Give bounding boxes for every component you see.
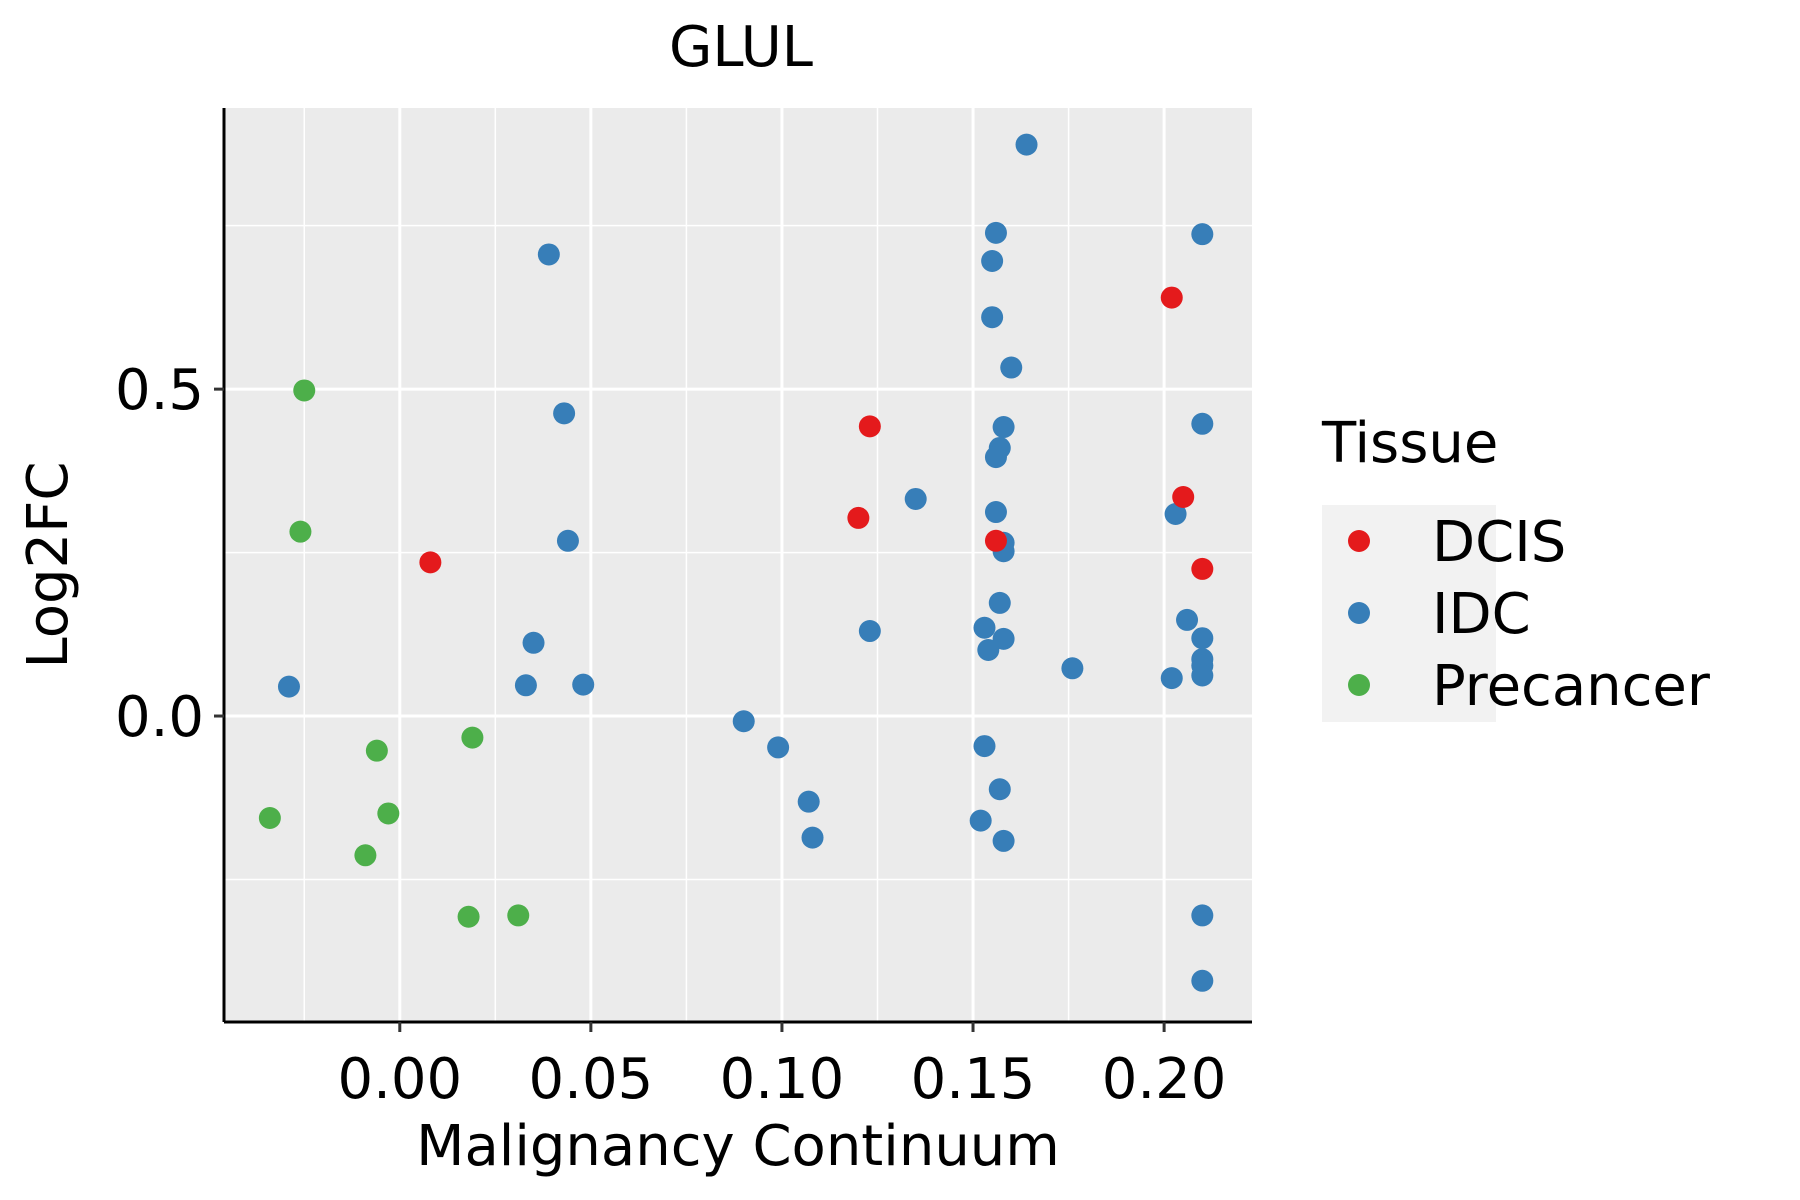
legend-label-precancer: Precancer bbox=[1432, 654, 1711, 719]
y-tick-label: 0.0 bbox=[115, 685, 204, 750]
data-point-idc bbox=[277, 675, 300, 698]
data-point-precancer bbox=[461, 726, 484, 749]
data-point-idc bbox=[572, 673, 595, 696]
data-point-idc bbox=[514, 674, 537, 697]
legend-key-idc bbox=[1348, 602, 1370, 624]
y-axis-title: Log2FC bbox=[16, 462, 81, 669]
y-tick-label: 0.5 bbox=[115, 358, 204, 423]
data-point-idc bbox=[981, 249, 1004, 272]
x-axis-title: Malignancy Continuum bbox=[416, 1114, 1060, 1179]
data-point-dcis bbox=[1191, 557, 1214, 580]
data-point-precancer bbox=[354, 844, 377, 867]
legend-label-dcis: DCIS bbox=[1432, 510, 1566, 575]
data-point-idc bbox=[992, 416, 1015, 439]
data-point-idc bbox=[858, 620, 881, 643]
data-point-precancer bbox=[365, 739, 388, 762]
data-point-idc bbox=[1176, 608, 1199, 631]
data-point-dcis bbox=[858, 415, 881, 438]
legend: Tissue DCIS IDC Precancer bbox=[1321, 411, 1711, 722]
data-point-idc bbox=[1191, 664, 1214, 687]
data-point-precancer bbox=[293, 379, 316, 402]
data-point-dcis bbox=[1172, 486, 1195, 509]
legend-key-dcis bbox=[1348, 530, 1370, 552]
data-point-idc bbox=[1191, 412, 1214, 435]
data-point-precancer bbox=[258, 807, 281, 830]
data-point-idc bbox=[904, 487, 927, 510]
data-point-idc bbox=[537, 243, 560, 266]
y-axis-ticks: 0.0 0.5 bbox=[115, 358, 224, 750]
legend-key-precancer bbox=[1348, 674, 1370, 696]
data-point-dcis bbox=[847, 506, 870, 529]
data-point-idc bbox=[1191, 904, 1214, 927]
data-point-idc bbox=[992, 829, 1015, 852]
data-point-idc bbox=[1191, 627, 1214, 650]
data-point-idc bbox=[984, 446, 1007, 469]
data-point-idc bbox=[556, 529, 579, 552]
data-point-idc bbox=[1191, 969, 1214, 992]
data-point-idc bbox=[973, 735, 996, 758]
data-point-idc bbox=[988, 778, 1011, 801]
data-point-idc bbox=[797, 790, 820, 813]
data-point-idc bbox=[1164, 503, 1187, 526]
x-axis-ticks: 0.00 0.05 0.10 0.15 0.20 bbox=[337, 1022, 1226, 1112]
data-point-idc bbox=[984, 501, 1007, 524]
data-point-idc bbox=[767, 736, 790, 759]
data-point-precancer bbox=[377, 802, 400, 825]
data-point-idc bbox=[988, 591, 1011, 614]
data-point-idc bbox=[984, 221, 1007, 244]
data-point-idc bbox=[522, 631, 545, 654]
x-tick-label: 0.15 bbox=[911, 1047, 1036, 1112]
x-tick-label: 0.20 bbox=[1102, 1047, 1227, 1112]
x-tick-label: 0.00 bbox=[337, 1047, 462, 1112]
x-tick-label: 0.05 bbox=[529, 1047, 654, 1112]
data-point-precancer bbox=[507, 904, 530, 927]
data-point-precancer bbox=[457, 905, 480, 928]
data-point-idc bbox=[1160, 667, 1183, 690]
data-point-idc bbox=[1191, 223, 1214, 246]
legend-entries: DCIS IDC Precancer bbox=[1348, 510, 1711, 719]
data-point-idc bbox=[973, 616, 996, 639]
data-point-idc bbox=[732, 710, 755, 733]
chart-title: GLUL bbox=[669, 15, 813, 80]
plot-panel bbox=[224, 108, 1252, 1022]
data-point-idc bbox=[1015, 133, 1038, 156]
x-tick-label: 0.10 bbox=[720, 1047, 845, 1112]
legend-label-idc: IDC bbox=[1432, 582, 1531, 647]
data-point-idc bbox=[977, 638, 1000, 661]
legend-title: Tissue bbox=[1321, 411, 1498, 476]
data-point-precancer bbox=[289, 520, 312, 543]
data-point-idc bbox=[801, 826, 824, 849]
data-point-idc bbox=[1061, 657, 1084, 680]
data-point-dcis bbox=[419, 551, 442, 574]
data-point-idc bbox=[981, 306, 1004, 329]
data-point-dcis bbox=[1160, 286, 1183, 309]
data-point-dcis bbox=[984, 529, 1007, 552]
data-points bbox=[258, 133, 1214, 992]
data-point-idc bbox=[1000, 356, 1023, 379]
data-point-idc bbox=[969, 809, 992, 832]
grid-minor bbox=[224, 108, 1252, 1022]
data-point-idc bbox=[553, 402, 576, 425]
data-point-idc bbox=[992, 627, 1015, 650]
